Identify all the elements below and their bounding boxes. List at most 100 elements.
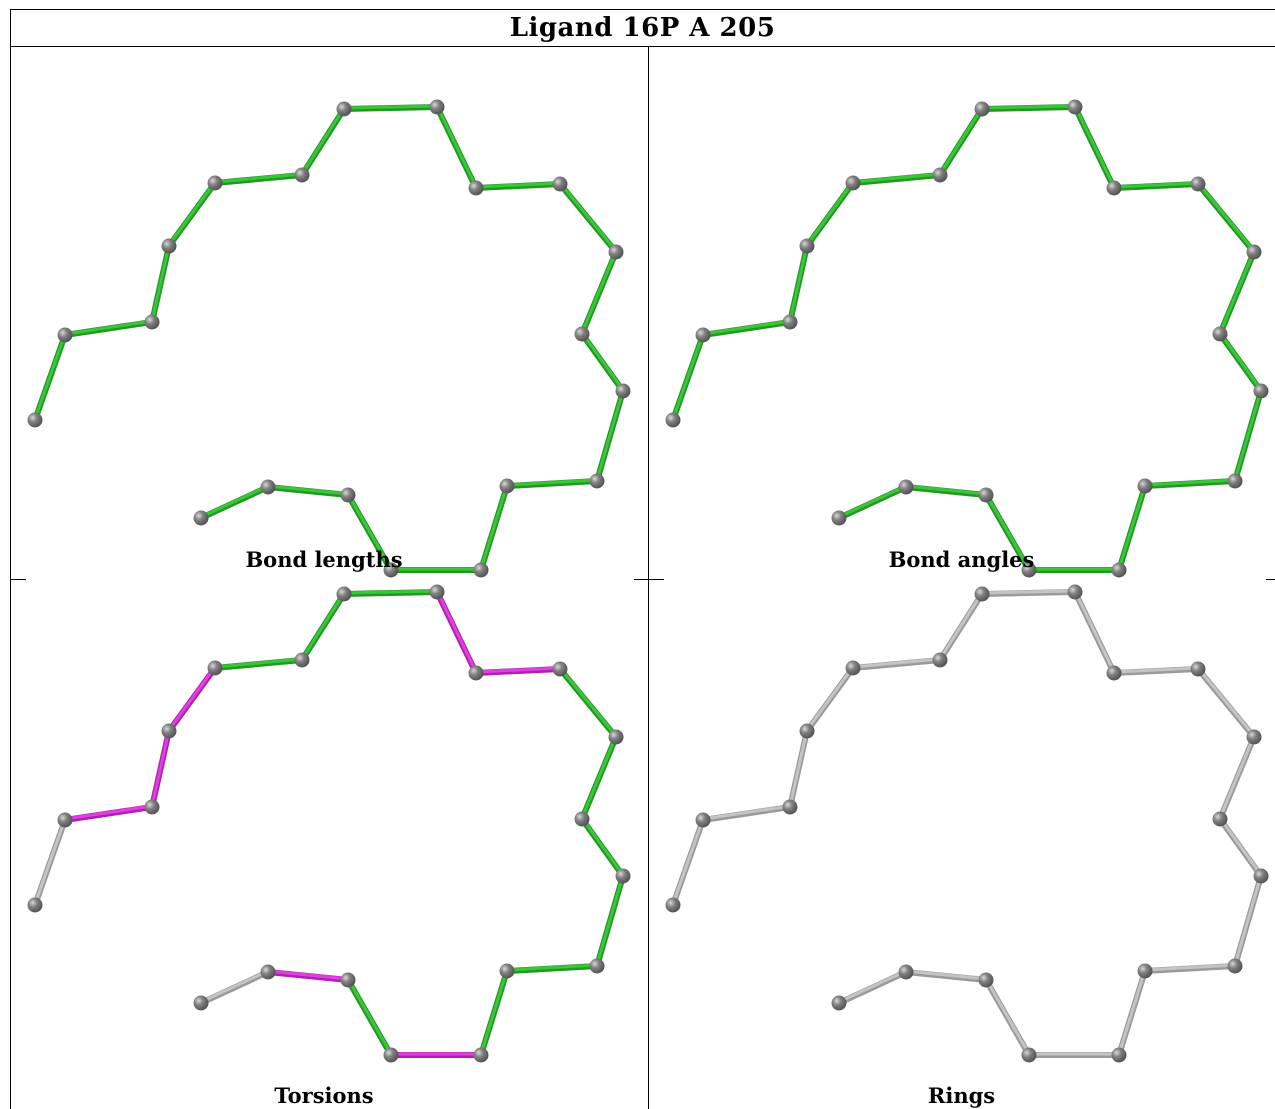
page-title: Ligand 16P A 205 xyxy=(509,12,776,43)
torsions-bond-7 xyxy=(434,589,479,676)
rings-bond-16 xyxy=(983,977,1032,1058)
bond-lengths-bond-8 xyxy=(473,181,563,191)
rings-atom-4 xyxy=(845,660,861,676)
bond-lengths-bond-16 xyxy=(345,492,394,573)
molecule-view-torsions xyxy=(27,584,631,1063)
bond-angles-bond-4 xyxy=(850,172,943,186)
bond-angles-bond-2 xyxy=(787,243,810,325)
torsions-atom-11 xyxy=(574,811,590,827)
bond-angles-atom-4 xyxy=(845,175,861,191)
bond-lengths-bond-4 xyxy=(212,172,305,186)
torsions-bond-2 xyxy=(149,728,172,810)
rings-bond-14 xyxy=(1116,968,1148,1058)
bond-angles-atom-10 xyxy=(1246,244,1262,260)
bond-angles-bond-8 xyxy=(1111,181,1201,191)
bond-lengths-bond-9 xyxy=(557,181,619,255)
torsions-atom-19 xyxy=(193,995,209,1011)
bond-lengths-atom-1 xyxy=(57,327,73,343)
rings-bond-0 xyxy=(670,817,706,908)
torsions-bond-5 xyxy=(299,591,347,663)
bond-angles-atom-3 xyxy=(799,238,815,254)
rings-atom-17 xyxy=(978,972,994,988)
bond-angles-bond-14 xyxy=(1116,483,1148,573)
rings-atom-0 xyxy=(665,897,681,913)
bond-lengths-atom-19 xyxy=(193,510,209,526)
rings-bond-11 xyxy=(1217,816,1264,879)
caption-rings: Rings xyxy=(927,1083,996,1108)
bond-angles-atom-17 xyxy=(978,487,994,503)
bond-lengths-atom-14 xyxy=(499,478,515,494)
bond-angles-bond-5 xyxy=(937,106,985,178)
bond-lengths-atom-8 xyxy=(468,180,484,196)
bond-angles-atom-15 xyxy=(1111,562,1127,578)
rings-bond-12 xyxy=(1232,873,1264,969)
row-divider-right-stub xyxy=(1266,579,1275,580)
torsions-bond-13 xyxy=(504,963,600,974)
rings-atom-15 xyxy=(1111,1047,1127,1063)
torsions-bond-12 xyxy=(594,873,626,969)
bond-angles-bond-3 xyxy=(804,180,856,249)
bond-lengths-atom-13 xyxy=(589,473,605,489)
torsions-bond-16 xyxy=(345,977,394,1058)
bond-lengths-bond-1 xyxy=(62,319,155,338)
torsions-bond-3 xyxy=(166,665,218,734)
bond-lengths-bond-3 xyxy=(166,180,218,249)
bond-lengths-bond-0 xyxy=(32,332,68,423)
rings-atom-1 xyxy=(695,812,711,828)
molecule-view-bond-angles xyxy=(665,99,1269,578)
torsions-bond-9 xyxy=(557,666,619,740)
bond-lengths-atom-5 xyxy=(294,167,310,183)
bond-angles-bond-0 xyxy=(670,332,706,423)
torsions-atom-1 xyxy=(57,812,73,828)
bond-lengths-bond-13 xyxy=(504,478,600,489)
torsions-bond-15 xyxy=(388,1052,484,1058)
torsions-atom-18 xyxy=(260,964,276,980)
caption-bond-angles: Bond angles xyxy=(888,547,1035,572)
rings-bond-8 xyxy=(1111,666,1201,676)
bond-angles-bond-10 xyxy=(1217,249,1257,337)
bond-angles-bond-11 xyxy=(1217,331,1264,394)
bond-lengths-bond-10 xyxy=(579,249,619,337)
bond-angles-bond-6 xyxy=(979,104,1078,112)
rings-atom-19 xyxy=(831,995,847,1011)
rings-bond-13 xyxy=(1142,963,1238,974)
panel-bond-angles: Bond angles xyxy=(638,47,1275,579)
molecule-view-bond-lengths xyxy=(27,99,631,578)
bond-lengths-atom-2 xyxy=(144,314,160,330)
rings-bond-6 xyxy=(979,589,1078,597)
torsions-bond-14 xyxy=(478,968,510,1058)
bond-lengths-atom-6 xyxy=(336,101,352,117)
torsions-atom-13 xyxy=(589,958,605,974)
rings-bond-2 xyxy=(787,728,810,810)
rings-atom-12 xyxy=(1253,868,1269,884)
bond-lengths-atom-17 xyxy=(340,487,356,503)
torsions-bond-18 xyxy=(198,969,271,1006)
bond-lengths-bond-2 xyxy=(149,243,172,325)
bond-lengths-bond-15 xyxy=(388,567,484,573)
rings-atom-13 xyxy=(1227,958,1243,974)
torsions-atom-17 xyxy=(340,972,356,988)
rings-bond-15 xyxy=(1026,1052,1122,1058)
table-frame xyxy=(10,9,1275,1109)
rings-atom-10 xyxy=(1246,729,1262,745)
row-divider-left-stub xyxy=(10,579,26,580)
bond-lengths-bond-5 xyxy=(299,106,347,178)
rings-bond-3 xyxy=(804,665,856,734)
bond-lengths-atom-9 xyxy=(552,176,568,192)
rings-bond-7 xyxy=(1072,589,1117,676)
rings-atom-7 xyxy=(1067,584,1083,600)
torsions-atom-15 xyxy=(473,1047,489,1063)
torsions-atom-0 xyxy=(27,897,43,913)
bond-angles-atom-8 xyxy=(1106,180,1122,196)
torsions-atom-10 xyxy=(608,729,624,745)
bond-lengths-atom-11 xyxy=(574,326,590,342)
torsions-atom-7 xyxy=(429,584,445,600)
torsions-bond-17 xyxy=(265,969,351,983)
bond-angles-atom-0 xyxy=(665,412,681,428)
bond-angles-atom-11 xyxy=(1212,326,1228,342)
rings-atom-16 xyxy=(1021,1047,1037,1063)
bond-angles-atom-19 xyxy=(831,510,847,526)
bond-angles-atom-6 xyxy=(974,101,990,117)
bond-angles-bond-17 xyxy=(903,484,989,498)
torsions-atom-12 xyxy=(615,868,631,884)
